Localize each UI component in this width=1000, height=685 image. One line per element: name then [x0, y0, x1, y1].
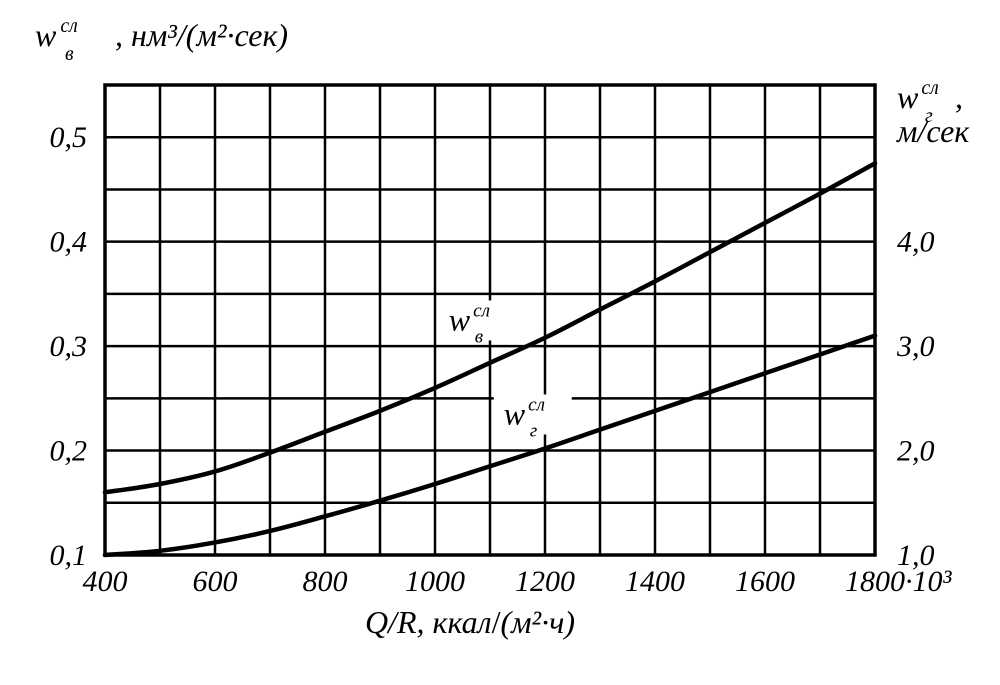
y-right-tick-label: 1,0	[897, 539, 935, 572]
curve-label-sub-w_g_sl: г	[530, 420, 538, 441]
x-tick-label: 800	[303, 565, 348, 598]
x-tick-label: 1400	[625, 565, 685, 598]
y-left-title-units: , нм³/(м²·сек)	[115, 17, 288, 53]
y-right-tick-label: 3,0	[896, 330, 935, 363]
curve-label-sub-w_v_sl: в	[475, 326, 483, 347]
x-tick-label: 600	[193, 565, 238, 598]
x-axis-title: Q/R, ккал/(м²·ч)	[365, 604, 575, 640]
x-tick-label: 400	[83, 565, 128, 598]
x-tick-label: 1200	[515, 565, 575, 598]
y-left-tick-label: 0,1	[50, 539, 88, 572]
y-right-tick-label: 4,0	[897, 226, 935, 259]
x-tick-label: 1600	[735, 565, 795, 598]
y-right-title-comma: ,	[955, 79, 963, 115]
x-tick-label: 1000	[405, 565, 465, 598]
y-left-tick-label: 0,3	[50, 330, 88, 363]
y-right-tick-label: 2,0	[897, 435, 935, 468]
y-left-tick-label: 0,5	[50, 121, 88, 154]
y-left-title-sub: в	[65, 43, 74, 65]
y-left-tick-label: 0,2	[50, 435, 88, 468]
y-left-tick-label: 0,4	[50, 226, 88, 259]
engineering-chart: 40060080010001200140016001800·10³0,10,20…	[0, 0, 1000, 685]
y-right-title-units: м/сек	[896, 113, 970, 149]
